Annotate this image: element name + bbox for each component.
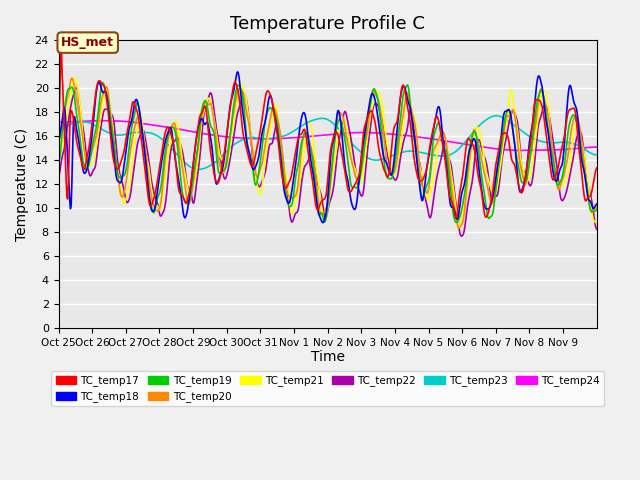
TC_temp24: [118, 119, 126, 124]
TC_temp17: [264, 88, 272, 94]
TC_temp19: [244, 144, 252, 150]
TC_temp18: [54, 138, 62, 144]
TC_temp22: [264, 148, 272, 154]
TC_temp23: [493, 113, 500, 119]
TC_temp17: [452, 216, 460, 221]
TC_temp19: [452, 220, 460, 226]
TC_temp20: [118, 194, 126, 200]
Line: TC_temp20: TC_temp20: [58, 78, 596, 228]
TC_temp20: [68, 75, 76, 81]
Line: TC_temp21: TC_temp21: [58, 79, 596, 227]
TC_temp21: [384, 144, 392, 150]
TC_temp18: [264, 98, 272, 104]
TC_temp22: [458, 233, 465, 239]
TC_temp17: [244, 151, 252, 157]
TC_temp24: [218, 133, 225, 139]
TC_temp23: [118, 132, 125, 138]
TC_temp22: [118, 180, 126, 186]
TC_temp19: [54, 160, 62, 166]
TC_temp17: [118, 154, 126, 160]
Line: TC_temp17: TC_temp17: [58, 38, 596, 218]
TC_temp23: [414, 149, 422, 155]
TC_temp22: [73, 84, 81, 90]
TC_temp24: [100, 118, 108, 123]
TC_temp24: [518, 147, 525, 153]
Line: TC_temp22: TC_temp22: [58, 87, 596, 236]
Line: TC_temp24: TC_temp24: [58, 120, 596, 150]
TC_temp23: [264, 136, 272, 142]
TC_temp24: [593, 144, 600, 150]
Line: TC_temp19: TC_temp19: [58, 83, 596, 223]
TC_temp21: [118, 196, 126, 202]
TC_temp23: [593, 152, 600, 158]
TC_temp21: [264, 132, 272, 138]
TC_temp18: [217, 171, 225, 177]
TC_temp22: [244, 107, 252, 112]
TC_temp17: [58, 35, 65, 41]
TC_temp19: [118, 173, 126, 179]
TC_temp20: [244, 116, 252, 122]
TC_temp19: [218, 169, 225, 175]
TC_temp21: [218, 156, 225, 162]
TC_temp17: [384, 174, 392, 180]
Y-axis label: Temperature (C): Temperature (C): [15, 128, 29, 241]
TC_temp20: [54, 135, 62, 141]
TC_temp17: [218, 167, 225, 173]
TC_temp17: [54, 133, 62, 139]
TC_temp23: [384, 155, 392, 160]
TC_temp22: [414, 153, 422, 158]
TC_temp18: [244, 145, 252, 151]
TC_temp18: [385, 166, 392, 171]
TC_temp19: [593, 206, 600, 212]
TC_temp22: [218, 160, 225, 166]
TC_temp23: [54, 128, 62, 133]
Line: TC_temp23: TC_temp23: [58, 116, 596, 169]
TC_temp23: [218, 154, 225, 159]
TC_temp23: [195, 167, 202, 172]
Text: HS_met: HS_met: [61, 36, 114, 49]
Line: TC_temp18: TC_temp18: [58, 72, 596, 223]
TC_temp22: [54, 174, 62, 180]
TC_temp17: [593, 165, 600, 171]
TC_temp17: [414, 175, 422, 180]
TC_temp18: [118, 177, 125, 183]
TC_temp24: [414, 134, 422, 140]
TC_temp19: [384, 175, 392, 181]
TC_temp23: [244, 135, 252, 141]
TC_temp18: [415, 174, 422, 180]
TC_temp18: [319, 220, 327, 226]
Legend: TC_temp17, TC_temp18, TC_temp19, TC_temp20, TC_temp21, TC_temp22, TC_temp23, TC_: TC_temp17, TC_temp18, TC_temp19, TC_temp…: [51, 371, 604, 407]
TC_temp19: [264, 107, 272, 113]
TC_temp24: [54, 119, 62, 125]
TC_temp24: [384, 131, 392, 137]
TC_temp20: [384, 165, 392, 171]
TC_temp24: [264, 136, 272, 142]
TC_temp19: [99, 80, 107, 85]
TC_temp21: [593, 220, 600, 226]
Title: Temperature Profile C: Temperature Profile C: [230, 15, 425, 33]
TC_temp21: [244, 110, 252, 116]
TC_temp24: [244, 135, 252, 141]
TC_temp20: [264, 126, 272, 132]
X-axis label: Time: Time: [310, 349, 344, 363]
TC_temp21: [414, 145, 422, 151]
TC_temp18: [234, 69, 241, 75]
TC_temp22: [593, 226, 600, 232]
TC_temp20: [414, 146, 422, 152]
TC_temp21: [71, 76, 79, 82]
TC_temp21: [54, 157, 62, 163]
TC_temp20: [593, 204, 600, 209]
TC_temp19: [414, 164, 422, 170]
TC_temp20: [456, 225, 463, 231]
TC_temp20: [218, 166, 225, 172]
TC_temp18: [593, 201, 600, 207]
TC_temp21: [456, 224, 464, 230]
TC_temp22: [384, 152, 392, 157]
